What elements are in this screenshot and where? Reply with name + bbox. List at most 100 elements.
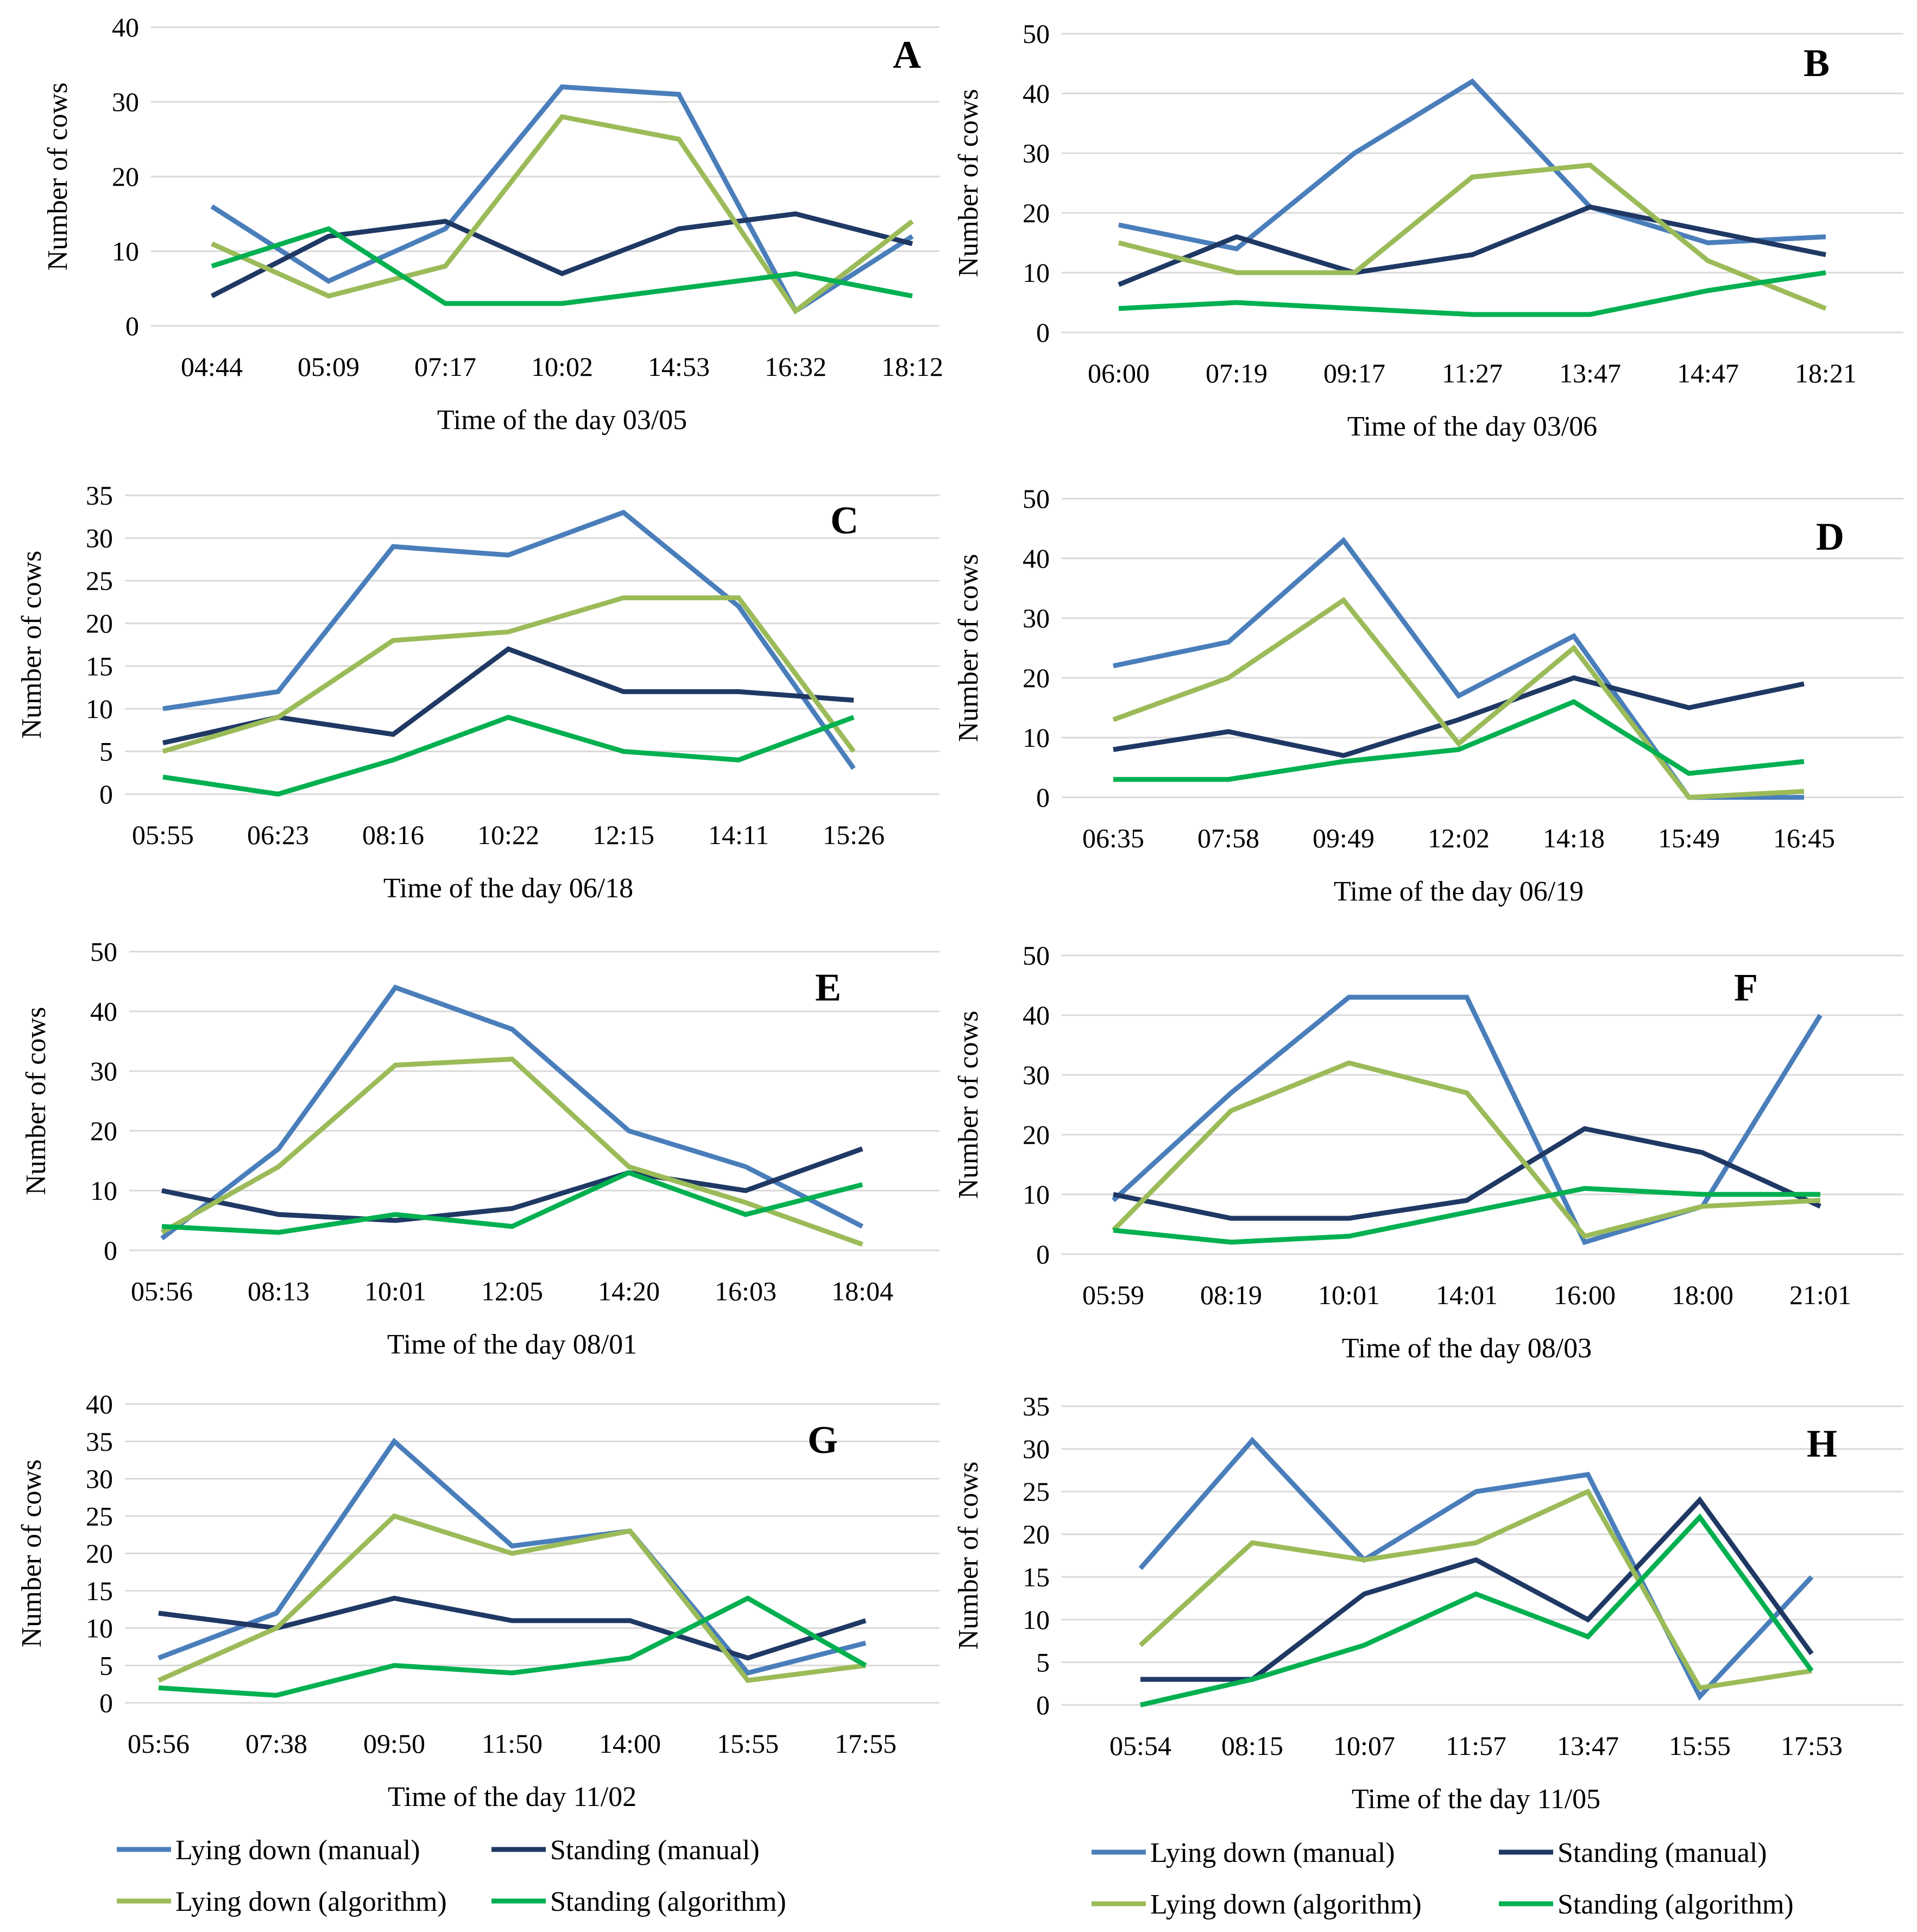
x-tick-label-c-5: 14:11 bbox=[708, 820, 769, 850]
series-line-e-standing-manual bbox=[161, 1146, 863, 1223]
y-tick-label-f-2: 20 bbox=[1023, 1119, 1050, 1150]
x-tick-label-a-4: 14:53 bbox=[648, 351, 710, 382]
x-tick-label-c-3: 10:22 bbox=[477, 820, 539, 850]
x-tick-label-a-5: 16:32 bbox=[765, 351, 827, 382]
chart-panel-b: 0 10 20 30 40 50 06:00 07:19 09:17 11:27 13:47 14:4… bbox=[953, 18, 1903, 442]
y-tick-label-g-6: 30 bbox=[86, 1464, 113, 1494]
x-tick-label-a-3: 10:02 bbox=[531, 351, 593, 382]
x-tick-label-h-5: 15:55 bbox=[1669, 1730, 1731, 1761]
series-line-a-lying-down-algorithm bbox=[211, 114, 914, 314]
x-tick-label-b-5: 14:47 bbox=[1677, 358, 1739, 388]
y-tick-label-g-4: 20 bbox=[86, 1538, 113, 1569]
x-tick-label-e-4: 14:20 bbox=[598, 1276, 660, 1306]
legend-label-1-lying-down-algorithm: Lying down (algorithm) bbox=[1150, 1889, 1422, 1920]
series-line-f-lying-down-algorithm bbox=[1111, 1060, 1821, 1239]
y-tick-label-h-7: 35 bbox=[1023, 1391, 1050, 1421]
x-tick-label-e-6: 18:04 bbox=[831, 1276, 893, 1306]
y-tick-label-a-4: 40 bbox=[112, 12, 139, 42]
x-tick-label-a-0: 04:44 bbox=[181, 351, 243, 382]
x-tick-label-d-1: 07:58 bbox=[1197, 823, 1259, 853]
x-tick-label-b-0: 06:00 bbox=[1088, 358, 1150, 388]
x-tick-label-c-1: 06:23 bbox=[247, 820, 309, 850]
y-tick-label-f-0: 0 bbox=[1036, 1239, 1050, 1269]
chart-panel-c: 0 5 10 15 20 25 30 35 05:55 06:23 08:16 10:22 12:15 1… bbox=[16, 480, 939, 904]
y-tick-label-e-3: 30 bbox=[90, 1056, 117, 1086]
panel-letter-e: E bbox=[815, 966, 841, 1009]
y-tick-label-c-1: 5 bbox=[99, 736, 113, 766]
legend-label-0-standing-manual: Standing (manual) bbox=[550, 1835, 760, 1866]
y-axis-title-f: Number of cows bbox=[953, 1011, 984, 1199]
x-tick-label-g-4: 14:00 bbox=[599, 1728, 661, 1759]
x-tick-label-e-5: 16:03 bbox=[715, 1276, 777, 1306]
x-tick-label-d-4: 14:18 bbox=[1543, 823, 1605, 853]
series-line-g-standing-algorithm bbox=[158, 1595, 867, 1698]
y-axis-title-e: Number of cows bbox=[21, 1007, 52, 1195]
series-line-b-standing-algorithm bbox=[1118, 270, 1826, 317]
series-line-h-standing-algorithm bbox=[1139, 1513, 1814, 1708]
chart-panel-h: 0 5 10 15 20 25 30 35 05:54 08:15 10:07 11:57 13:47 1… bbox=[953, 1391, 1903, 1815]
chart-panel-f: 0 10 20 30 40 50 05:59 08:19 10:01 14:01 16:00 18:0… bbox=[953, 940, 1903, 1364]
series-line-b-lying-down-manual bbox=[1118, 78, 1826, 251]
series-line-a-standing-manual bbox=[210, 211, 913, 299]
x-axis-title-c: Time of the day 06/18 bbox=[383, 873, 633, 904]
x-tick-label-e-2: 10:01 bbox=[364, 1276, 426, 1306]
x-tick-label-d-0: 06:35 bbox=[1082, 823, 1144, 853]
y-tick-label-h-5: 25 bbox=[1023, 1476, 1050, 1507]
y-tick-label-b-3: 30 bbox=[1023, 138, 1050, 168]
y-axis-title-h: Number of cows bbox=[953, 1462, 984, 1650]
x-tick-label-g-6: 17:55 bbox=[835, 1728, 897, 1759]
series-line-e-standing-algorithm bbox=[161, 1170, 863, 1235]
y-tick-label-b-2: 20 bbox=[1023, 198, 1050, 228]
y-tick-label-h-2: 10 bbox=[1023, 1604, 1050, 1635]
series-line-h-lying-down-algorithm bbox=[1138, 1488, 1812, 1691]
series-line-c-lying-down-algorithm bbox=[162, 595, 856, 754]
series-line-d-lying-down-manual bbox=[1113, 537, 1804, 800]
x-axis-title-b: Time of the day 03/06 bbox=[1347, 411, 1597, 442]
y-tick-label-c-6: 30 bbox=[86, 523, 113, 553]
legend-label-0-lying-down-manual: Lying down (manual) bbox=[175, 1835, 420, 1866]
x-tick-label-b-3: 11:27 bbox=[1442, 358, 1503, 388]
panel-letter-b: B bbox=[1804, 41, 1830, 85]
y-tick-label-e-2: 20 bbox=[90, 1116, 117, 1146]
x-tick-label-g-5: 15:55 bbox=[717, 1728, 779, 1759]
x-tick-label-c-2: 08:16 bbox=[362, 820, 424, 850]
x-axis-title-d: Time of the day 06/19 bbox=[1334, 876, 1584, 907]
y-tick-label-h-6: 30 bbox=[1023, 1434, 1050, 1464]
x-tick-label-h-1: 08:15 bbox=[1221, 1730, 1283, 1761]
y-tick-label-c-2: 10 bbox=[86, 694, 113, 724]
y-tick-label-d-2: 20 bbox=[1023, 663, 1050, 693]
x-tick-label-h-6: 17:53 bbox=[1781, 1730, 1843, 1761]
legend-bottom-left: Lying down (manual) Standing (manual) Lyin… bbox=[117, 1835, 786, 1917]
series-line-d-lying-down-algorithm bbox=[1112, 596, 1805, 800]
y-tick-label-b-5: 50 bbox=[1023, 18, 1050, 49]
panel-letter-h: H bbox=[1807, 1422, 1837, 1465]
y-tick-label-g-2: 10 bbox=[86, 1613, 113, 1644]
y-tick-label-f-5: 50 bbox=[1023, 940, 1050, 971]
x-tick-label-g-1: 07:38 bbox=[245, 1728, 307, 1759]
x-axis-title-g: Time of the day 11/02 bbox=[388, 1782, 636, 1813]
panel-letter-f: F bbox=[1734, 966, 1758, 1009]
y-tick-label-h-1: 5 bbox=[1036, 1647, 1050, 1677]
series-line-e-lying-down-manual bbox=[160, 984, 864, 1241]
legend-label-1-standing-algorithm: Standing (algorithm) bbox=[1557, 1889, 1794, 1920]
x-tick-label-b-4: 13:47 bbox=[1559, 358, 1621, 388]
x-tick-label-a-1: 05:09 bbox=[298, 351, 360, 382]
y-tick-label-d-5: 50 bbox=[1023, 483, 1050, 514]
x-tick-label-d-3: 12:02 bbox=[1428, 823, 1490, 853]
y-tick-label-d-4: 40 bbox=[1023, 543, 1050, 574]
x-tick-label-a-2: 07:17 bbox=[414, 351, 476, 382]
x-tick-label-c-4: 12:15 bbox=[592, 820, 654, 850]
panel-letter-a: A bbox=[893, 33, 921, 77]
x-tick-label-c-0: 05:55 bbox=[132, 820, 194, 850]
x-tick-label-f-6: 21:01 bbox=[1789, 1280, 1851, 1310]
panel-letter-g: G bbox=[808, 1418, 838, 1462]
series-line-d-standing-algorithm bbox=[1113, 698, 1805, 782]
x-tick-label-h-2: 10:07 bbox=[1333, 1730, 1395, 1761]
x-tick-label-a-6: 18:12 bbox=[881, 351, 943, 382]
x-tick-label-b-2: 09:17 bbox=[1323, 358, 1385, 388]
x-tick-label-f-5: 18:00 bbox=[1672, 1280, 1733, 1310]
x-tick-label-h-4: 13:47 bbox=[1557, 1730, 1619, 1761]
y-axis-title-g: Number of cows bbox=[16, 1459, 47, 1648]
y-tick-label-d-1: 10 bbox=[1023, 722, 1050, 753]
